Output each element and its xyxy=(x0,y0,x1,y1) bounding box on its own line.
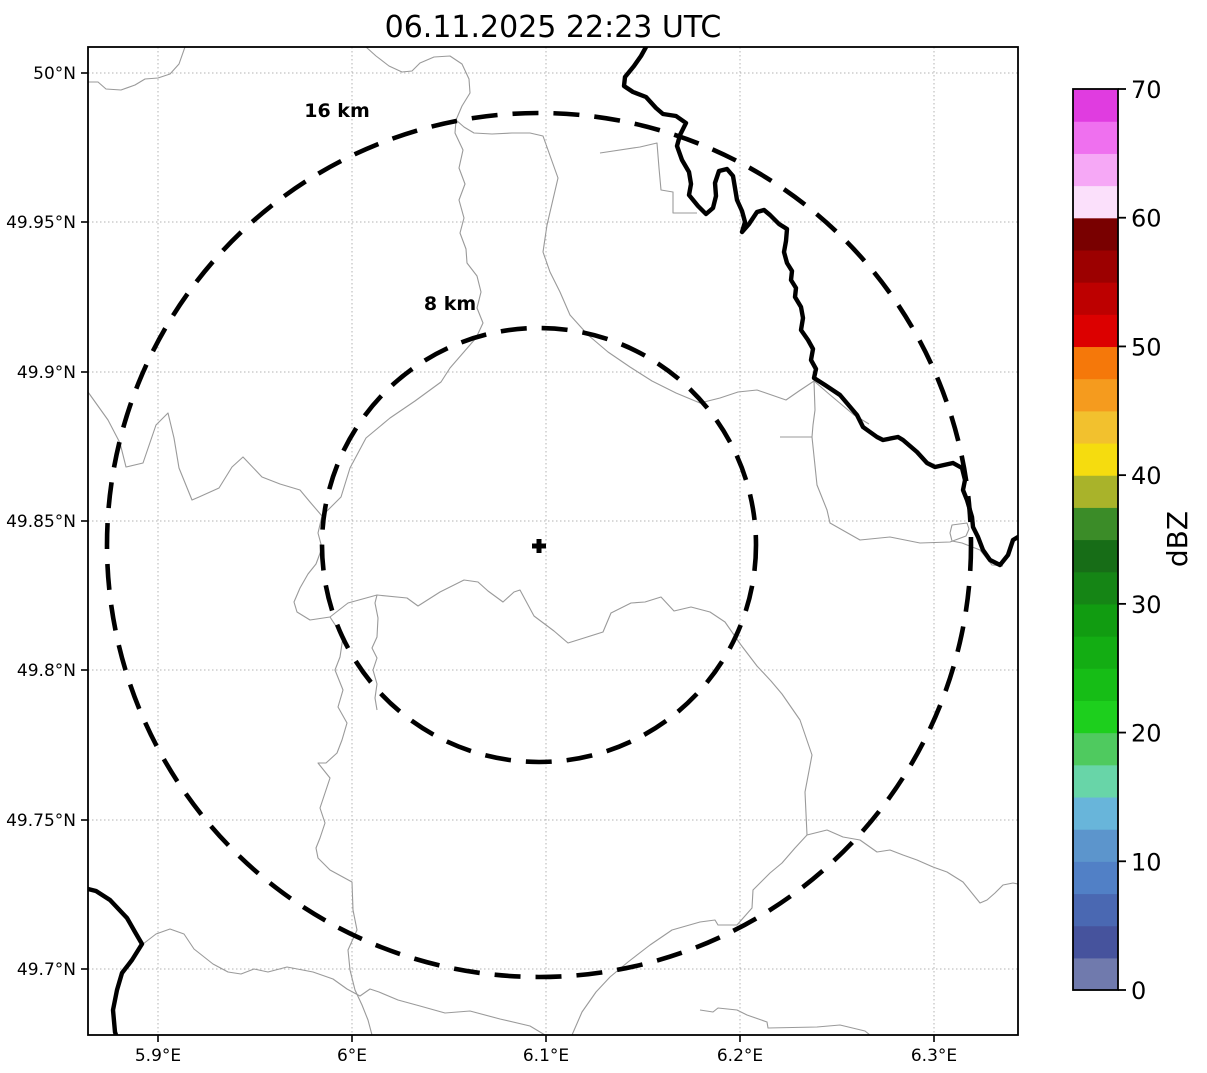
colorbar-band xyxy=(1073,282,1118,315)
colorbar-band xyxy=(1073,442,1118,476)
admin-boundary-line xyxy=(88,391,323,517)
admin-boundary-line xyxy=(293,515,331,621)
x-tick-label: 6.2°E xyxy=(717,1046,763,1066)
y-tick-label: 49.95°N xyxy=(6,213,76,233)
colorbar-band xyxy=(1073,893,1118,927)
colorbar-band xyxy=(1073,732,1118,766)
admin-boundary-line xyxy=(806,829,1018,904)
colorbar-tick-label: 50 xyxy=(1131,333,1162,361)
colorbar: 0 10 20 30 40 50 60 70 dBZ xyxy=(1072,76,1194,1005)
x-tick-label: 6.1°E xyxy=(523,1046,569,1066)
colorbar-band xyxy=(1073,796,1118,830)
colorbar-band xyxy=(1073,668,1118,701)
x-tick-label: 6°E xyxy=(337,1046,367,1066)
colorbar-band xyxy=(1073,378,1118,412)
admin-boundary-line xyxy=(811,436,1004,567)
range-rings xyxy=(104,110,974,980)
colorbar-tick-label: 20 xyxy=(1131,720,1162,748)
x-tick-label: 6.3°E xyxy=(911,1046,957,1066)
colorbar-tick-label: 40 xyxy=(1131,462,1162,490)
national-border-line xyxy=(88,886,145,1035)
colorbar-band xyxy=(1073,121,1118,154)
colorbar-bands xyxy=(1073,89,1118,991)
colorbar-tick-label: 60 xyxy=(1131,205,1162,233)
admin-boundary-line xyxy=(321,47,484,517)
axis-ticks: 5.9°E 6°E 6.1°E 6.2°E 6.3°E 50°N 49.95°N 49.9°N… xyxy=(6,64,957,1066)
colorbar-band xyxy=(1073,925,1118,959)
colorbar-band xyxy=(1073,636,1118,669)
y-tick-label: 49.8°N xyxy=(17,661,76,681)
range-ring-8km xyxy=(319,325,759,765)
colorbar-band xyxy=(1073,185,1118,219)
admin-boundary-line xyxy=(315,616,373,1035)
colorbar-ticks: 0 10 20 30 40 50 60 70 xyxy=(1118,76,1162,1005)
colorbar-tick-label: 0 xyxy=(1131,977,1146,1005)
colorbar-band xyxy=(1073,410,1118,444)
y-tick-label: 50°N xyxy=(33,64,76,84)
colorbar-band xyxy=(1073,539,1118,573)
colorbar-band xyxy=(1073,829,1118,862)
admin-boundary-line xyxy=(142,928,546,1035)
admin-boundary-line xyxy=(371,594,379,711)
admin-boundary-line xyxy=(329,579,813,836)
x-tick-label: 5.9°E xyxy=(135,1046,181,1066)
colorbar-band xyxy=(1073,89,1118,122)
y-tick-label: 49.9°N xyxy=(17,363,76,383)
colorbar-band xyxy=(1073,314,1118,348)
colorbar-band xyxy=(1073,700,1118,734)
colorbar-band xyxy=(1073,571,1118,605)
y-tick-label: 49.85°N xyxy=(6,512,76,532)
colorbar-band xyxy=(1073,507,1118,541)
range-ring-16km xyxy=(104,110,974,980)
colorbar-frame xyxy=(1072,88,1119,991)
y-tick-label: 49.75°N xyxy=(6,811,76,831)
plot-frame xyxy=(87,46,1019,1036)
admin-boundary-line xyxy=(88,47,186,91)
colorbar-band xyxy=(1073,249,1118,283)
colorbar-band xyxy=(1073,861,1118,895)
colorbar-band xyxy=(1073,217,1118,251)
colorbar-band xyxy=(1073,603,1118,637)
colorbar-tick-label: 70 xyxy=(1131,76,1162,104)
colorbar-band xyxy=(1073,957,1118,991)
y-tick-label: 49.7°N xyxy=(17,960,76,980)
colorbar-tick-label: 30 xyxy=(1131,591,1162,619)
colorbar-band xyxy=(1073,153,1118,187)
range-ring-label-16km: 16 km xyxy=(304,100,370,122)
colorbar-axis-title: dBZ xyxy=(1161,511,1194,567)
basemap-layer xyxy=(88,47,1018,1035)
national-border-line xyxy=(621,47,1018,568)
admin-boundary-line xyxy=(455,119,870,425)
admin-boundary-line xyxy=(571,834,808,1035)
plot-title: 06.11.2025 22:23 UTC xyxy=(385,10,722,45)
admin-boundary-line xyxy=(599,142,697,214)
colorbar-band xyxy=(1073,764,1118,798)
admin-boundary-line xyxy=(780,380,816,438)
colorbar-band xyxy=(1073,475,1118,508)
admin-boundary-line xyxy=(699,1007,871,1035)
colorbar-tick-label: 10 xyxy=(1131,848,1162,876)
colorbar-band xyxy=(1073,346,1118,380)
radar-site-marker xyxy=(532,539,546,553)
range-ring-label-8km: 8 km xyxy=(424,293,476,315)
